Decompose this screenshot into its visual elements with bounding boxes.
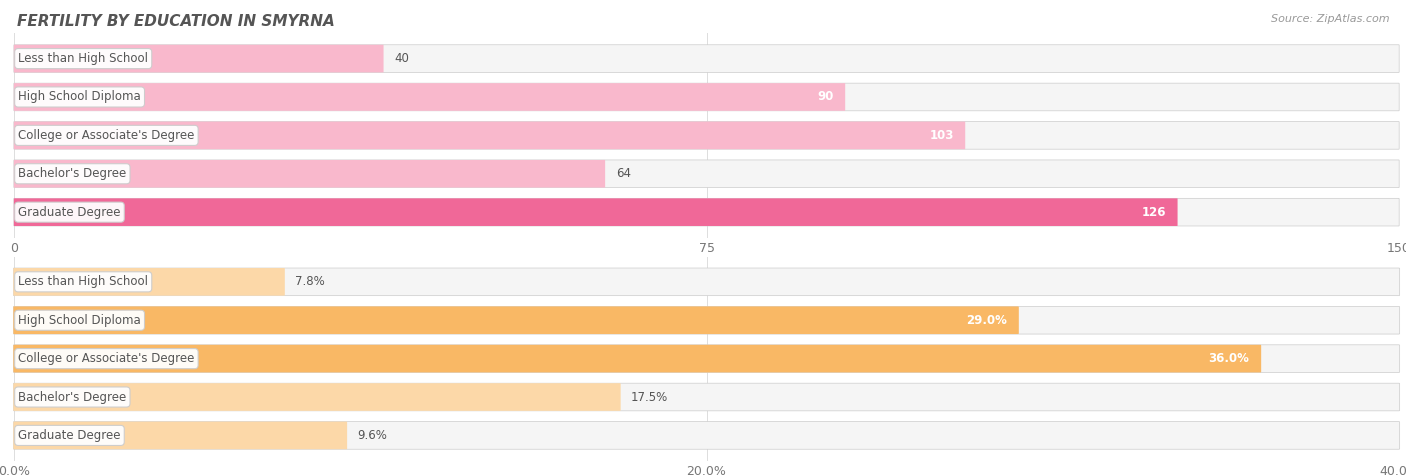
Text: 64: 64 bbox=[616, 167, 631, 180]
FancyBboxPatch shape bbox=[14, 422, 347, 449]
FancyBboxPatch shape bbox=[14, 83, 1399, 111]
Text: 9.6%: 9.6% bbox=[357, 429, 388, 442]
FancyBboxPatch shape bbox=[14, 199, 1178, 226]
Text: FERTILITY BY EDUCATION IN SMYRNA: FERTILITY BY EDUCATION IN SMYRNA bbox=[17, 14, 335, 29]
FancyBboxPatch shape bbox=[14, 160, 1399, 188]
Text: Bachelor's Degree: Bachelor's Degree bbox=[18, 390, 127, 404]
FancyBboxPatch shape bbox=[14, 345, 1399, 372]
Text: 29.0%: 29.0% bbox=[966, 314, 1007, 327]
FancyBboxPatch shape bbox=[14, 383, 620, 411]
Text: 90: 90 bbox=[817, 90, 834, 104]
FancyBboxPatch shape bbox=[14, 383, 1399, 411]
Text: College or Associate's Degree: College or Associate's Degree bbox=[18, 352, 194, 365]
Text: 7.8%: 7.8% bbox=[295, 276, 325, 288]
FancyBboxPatch shape bbox=[14, 122, 1399, 149]
Text: 36.0%: 36.0% bbox=[1209, 352, 1250, 365]
Text: High School Diploma: High School Diploma bbox=[18, 314, 141, 327]
FancyBboxPatch shape bbox=[14, 122, 965, 149]
FancyBboxPatch shape bbox=[14, 345, 1261, 372]
Text: Bachelor's Degree: Bachelor's Degree bbox=[18, 167, 127, 180]
Text: 17.5%: 17.5% bbox=[631, 390, 668, 404]
Text: 40: 40 bbox=[395, 52, 409, 65]
Text: Less than High School: Less than High School bbox=[18, 52, 148, 65]
Text: College or Associate's Degree: College or Associate's Degree bbox=[18, 129, 194, 142]
FancyBboxPatch shape bbox=[14, 45, 1399, 72]
Text: 103: 103 bbox=[929, 129, 953, 142]
FancyBboxPatch shape bbox=[14, 422, 1399, 449]
Text: Graduate Degree: Graduate Degree bbox=[18, 206, 121, 219]
FancyBboxPatch shape bbox=[14, 306, 1019, 334]
FancyBboxPatch shape bbox=[14, 306, 1399, 334]
FancyBboxPatch shape bbox=[14, 83, 845, 111]
FancyBboxPatch shape bbox=[14, 45, 384, 72]
Text: 126: 126 bbox=[1142, 206, 1167, 219]
FancyBboxPatch shape bbox=[14, 268, 1399, 295]
Text: Less than High School: Less than High School bbox=[18, 276, 148, 288]
Text: High School Diploma: High School Diploma bbox=[18, 90, 141, 104]
FancyBboxPatch shape bbox=[14, 268, 285, 295]
Text: Source: ZipAtlas.com: Source: ZipAtlas.com bbox=[1271, 14, 1389, 24]
FancyBboxPatch shape bbox=[14, 160, 605, 188]
FancyBboxPatch shape bbox=[14, 199, 1399, 226]
Text: Graduate Degree: Graduate Degree bbox=[18, 429, 121, 442]
